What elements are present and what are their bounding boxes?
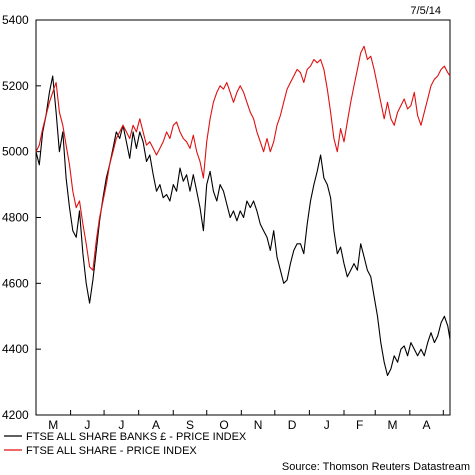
x-tick-label: A	[423, 418, 431, 432]
x-tick-label: S	[186, 418, 194, 432]
series-line-0	[35, 75, 451, 377]
x-tick-label: A	[152, 418, 160, 432]
y-tick-label: 5400	[2, 13, 29, 27]
y-tick-label: 4600	[2, 276, 29, 290]
chart-source-note: Source: Thomson Reuters Datastream	[282, 461, 470, 473]
x-tick-label: J	[118, 418, 124, 432]
y-tick-label: 5000	[2, 145, 29, 159]
y-tick-label: 4800	[2, 211, 29, 225]
y-tick-label: 4400	[2, 342, 29, 356]
series-line-1	[35, 45, 451, 271]
legend: FTSE ALL SHARE BANKS £ - PRICE INDEX FTS…	[4, 431, 247, 457]
plot-frame	[35, 19, 451, 416]
x-tick-label: J	[324, 418, 330, 432]
legend-label-banks: FTSE ALL SHARE BANKS £ - PRICE INDEX	[26, 431, 247, 443]
x-tick-label: M	[388, 418, 398, 432]
y-tick-label: 5200	[2, 79, 29, 93]
series-lines	[35, 45, 451, 377]
y-axis-ticks: 4200 4400 4600 4800 5000 5200 5400	[2, 13, 41, 422]
x-tick-label: J	[84, 418, 90, 432]
x-tick-label: O	[219, 418, 228, 432]
legend-label-all-share: FTSE ALL SHARE - PRICE INDEX	[26, 445, 197, 457]
x-tick-label: D	[288, 418, 297, 432]
chart-date-label: 7/5/14	[410, 5, 441, 17]
x-tick-label: F	[356, 418, 363, 432]
x-tick-label: M	[48, 418, 58, 432]
y-tick-label: 4200	[2, 408, 29, 422]
x-tick-label: N	[254, 418, 263, 432]
